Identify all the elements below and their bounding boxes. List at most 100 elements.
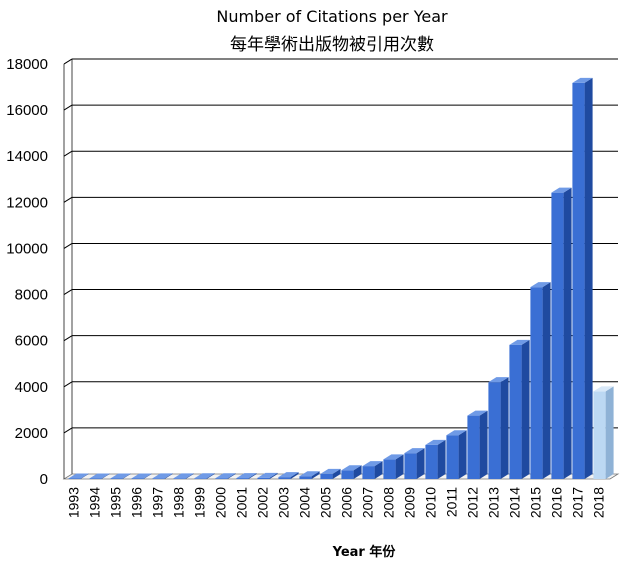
- bar-2003: [278, 472, 299, 479]
- bar-front: [530, 287, 543, 479]
- bar-top: [467, 410, 488, 416]
- x-tick-label: 2008: [381, 487, 397, 518]
- bar-front: [278, 477, 291, 479]
- bar-2018: [593, 386, 614, 479]
- bar-front: [173, 478, 186, 479]
- x-tick-label: 1998: [171, 487, 187, 518]
- bar-side: [332, 468, 341, 479]
- bar-top: [68, 473, 89, 479]
- gridline-depth: [63, 289, 73, 295]
- bar-2010: [425, 439, 446, 479]
- bar-side: [353, 465, 362, 479]
- bar-2015: [530, 282, 551, 479]
- bar-front: [551, 192, 564, 479]
- gridline-depth: [63, 58, 73, 65]
- bar-top: [341, 465, 362, 471]
- x-tick-label: 1995: [108, 487, 124, 518]
- bar-front: [320, 473, 333, 479]
- bar-1995: [110, 473, 131, 479]
- bar-front: [488, 382, 501, 479]
- x-tick-label: 2004: [297, 487, 313, 518]
- bar-2005: [320, 468, 341, 479]
- bar-side: [164, 473, 173, 479]
- x-tick-label: 2005: [318, 487, 334, 518]
- bar-top: [215, 473, 236, 479]
- bar-2009: [404, 448, 425, 479]
- bar-top: [89, 473, 110, 479]
- bar-2004: [299, 471, 320, 479]
- x-tick-label: 2009: [402, 487, 418, 518]
- chart-title: Number of Citations per Year: [216, 7, 448, 26]
- bar-side: [185, 473, 194, 479]
- x-axis-label: Year 年份: [332, 544, 397, 560]
- x-tick-label: 2018: [591, 487, 607, 518]
- x-tick-label: 1996: [129, 487, 145, 518]
- bar-front: [362, 466, 375, 479]
- gridline-depth: [63, 335, 73, 342]
- x-tick-label: 2003: [276, 487, 292, 518]
- bar-side: [395, 454, 404, 479]
- bar-side: [605, 386, 614, 479]
- x-tick-label: 2002: [255, 487, 271, 518]
- bar-top: [383, 454, 404, 460]
- bar-front: [236, 478, 249, 479]
- y-tick-label: 8000: [15, 287, 48, 304]
- bar-side: [542, 282, 551, 479]
- bar-1996: [131, 473, 152, 479]
- bar-side: [101, 473, 110, 479]
- bar-2002: [257, 472, 278, 479]
- bar-side: [458, 430, 467, 479]
- bar-top: [446, 430, 467, 436]
- y-tick-label: 12000: [6, 194, 48, 211]
- bar-front: [194, 478, 207, 479]
- bar-front: [446, 435, 459, 479]
- bar-top: [278, 472, 299, 478]
- bar-side: [248, 473, 257, 479]
- gridline-depth: [63, 104, 73, 111]
- bar-top: [299, 471, 320, 477]
- x-tick-label: 2006: [339, 487, 355, 518]
- bar-front: [404, 453, 417, 479]
- bar-side: [584, 77, 593, 480]
- bar-1998: [173, 473, 194, 479]
- bar-side: [227, 473, 236, 479]
- bar-side: [437, 439, 446, 479]
- x-tick-label: 2017: [570, 487, 586, 518]
- bar-2016: [551, 187, 572, 479]
- bar-front: [467, 415, 480, 479]
- bar-top: [572, 77, 593, 83]
- bar-side: [80, 473, 89, 479]
- bar-side: [311, 471, 320, 479]
- gridline-depth: [63, 150, 73, 157]
- bar-top: [257, 472, 278, 478]
- bar-front: [215, 478, 228, 479]
- bar-top: [404, 448, 425, 454]
- x-tick-label: 1997: [150, 487, 166, 518]
- bar-front: [383, 459, 396, 479]
- bar-top: [551, 187, 572, 193]
- bar-1993: [68, 473, 89, 479]
- y-axis-ticks: 0 2000 4000 6000 8000 10000 12000 14000 16000 180…: [6, 56, 48, 488]
- bar-front: [425, 444, 438, 479]
- chart-subtitle: 每年學術出版物被引用次數: [230, 35, 434, 55]
- bar-side: [374, 461, 383, 479]
- bar-2006: [341, 465, 362, 479]
- x-tick-label: 2014: [507, 487, 523, 518]
- bar-top: [488, 377, 509, 383]
- gridline-depth: [63, 427, 73, 434]
- bar-top: [173, 473, 194, 479]
- bar-front: [152, 478, 165, 479]
- bar-top: [110, 473, 131, 479]
- bar-top: [152, 473, 173, 479]
- bar-1994: [89, 473, 110, 479]
- bar-side: [416, 448, 425, 479]
- y-tick-label: 4000: [15, 379, 48, 396]
- bar-top: [194, 473, 215, 479]
- bar-2007: [362, 461, 383, 479]
- bar-top: [530, 282, 551, 288]
- y-tick-label: 10000: [6, 240, 48, 257]
- x-tick-label: 2000: [213, 487, 229, 518]
- y-tick-label: 16000: [6, 102, 48, 119]
- bar-front: [572, 82, 585, 480]
